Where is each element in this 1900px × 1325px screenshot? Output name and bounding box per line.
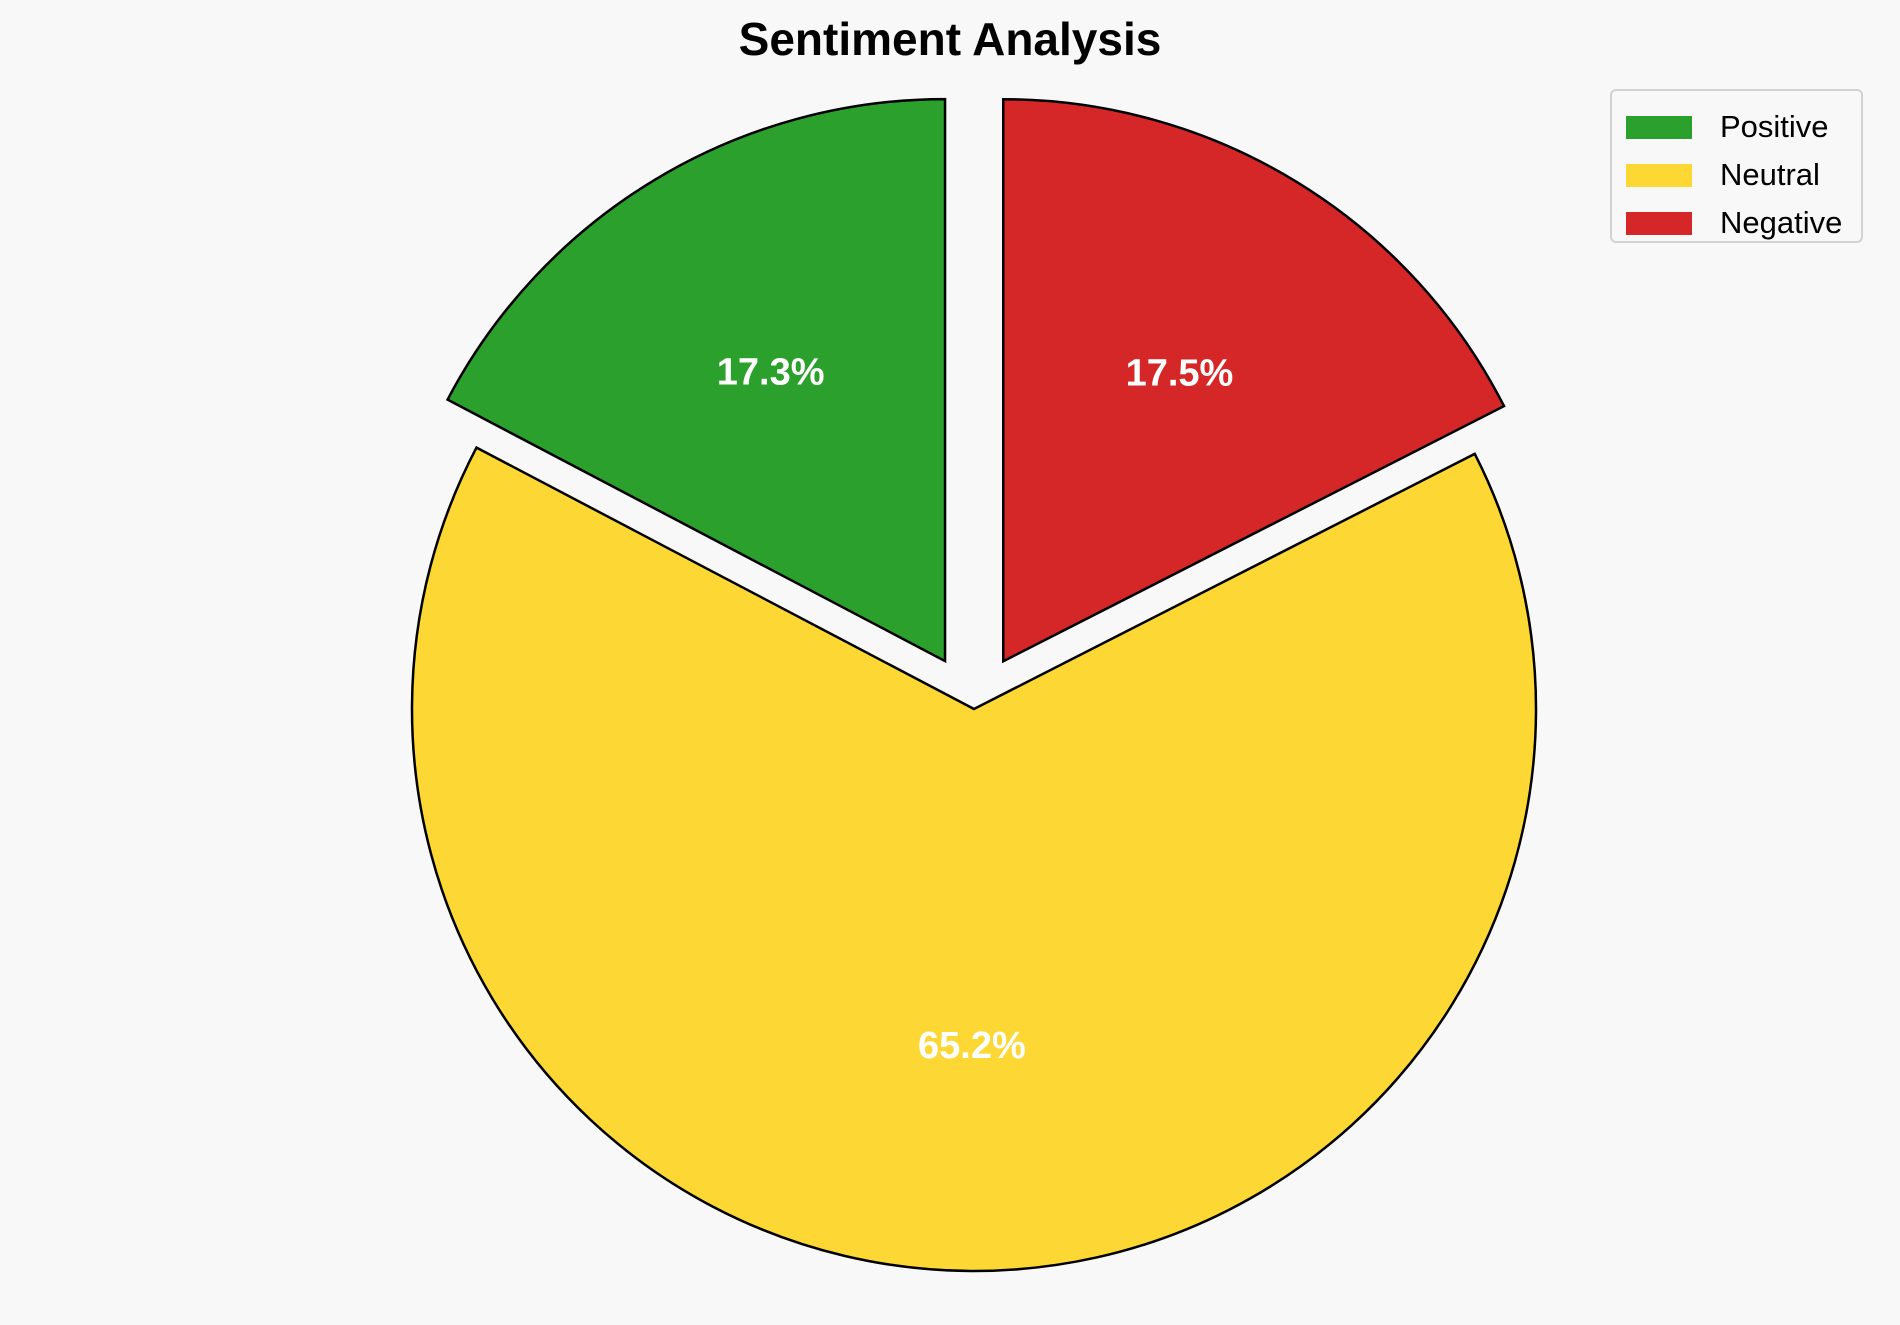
legend-item-negative: Negative: [1626, 199, 1861, 247]
legend-item-neutral: Neutral: [1626, 151, 1861, 199]
pie-slice-labels: 17.3% 65.2% 17.5%: [717, 351, 1234, 1067]
legend-label-negative: Negative: [1720, 205, 1843, 240]
legend-swatch-positive: [1626, 115, 1692, 139]
pie-slice-neutral: [410, 445, 1538, 1273]
pie-slices: [410, 97, 1538, 1273]
legend-label-neutral: Neutral: [1720, 157, 1820, 192]
chart-title: Sentiment Analysis: [738, 13, 1162, 65]
legend-swatch-neutral: [1626, 163, 1692, 187]
slice-label-positive: 17.3%: [717, 351, 825, 393]
slice-label-negative: 17.5%: [1126, 353, 1234, 395]
legend: Positive Neutral Negative: [1610, 89, 1863, 243]
pie-slice-positive: [445, 97, 947, 664]
legend-label-positive: Positive: [1720, 109, 1829, 144]
legend-item-positive: Positive: [1626, 103, 1861, 151]
pie-slice-negative: [1002, 98, 1506, 664]
slice-label-neutral: 65.2%: [918, 1025, 1026, 1067]
legend-swatch-negative: [1626, 211, 1692, 235]
